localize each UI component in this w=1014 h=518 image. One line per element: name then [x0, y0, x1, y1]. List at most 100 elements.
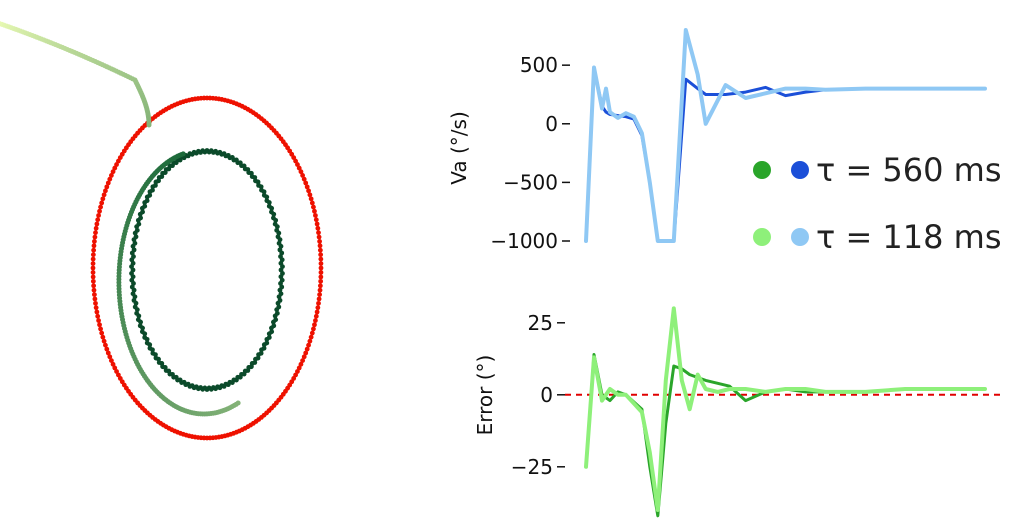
red-ellipse-point [317, 283, 323, 289]
red-ellipse-point [318, 252, 324, 258]
red-ellipse-point [317, 243, 323, 249]
red-ellipse-point [93, 225, 99, 231]
inner-ellipse-point [131, 247, 137, 253]
red-ellipse-point [318, 274, 324, 280]
trajectory-point [146, 122, 152, 128]
red-ellipse-point [104, 346, 110, 352]
inner-ellipse-point [150, 187, 155, 193]
inner-ellipse-point [137, 323, 143, 329]
red-ellipse-point [90, 278, 96, 284]
red-ellipse-point [316, 234, 322, 240]
inner-ellipse-point [280, 264, 285, 269]
inner-ellipse-point [274, 224, 280, 230]
red-ellipse-point [318, 261, 324, 266]
red-ellipse-point [110, 169, 116, 175]
red-ellipse-point [315, 305, 321, 311]
inner-ellipse-point [131, 297, 137, 303]
red-ellipse-point [96, 318, 101, 323]
inner-ellipse-point [144, 198, 150, 204]
inner-ellipse-point [147, 345, 153, 351]
inner-ellipse-point [261, 342, 267, 348]
red-ellipse-point [97, 208, 102, 214]
red-ellipse-point [303, 350, 309, 356]
red-ellipse-point [311, 326, 316, 332]
legend-dot-560-blue [791, 161, 809, 179]
error-panel: Error (°) 25 0 −25 [473, 306, 1000, 518]
red-ellipse-point [298, 361, 304, 367]
red-ellipse-point [110, 361, 116, 367]
red-ellipse-point [92, 296, 98, 302]
inner-ellipse-point [150, 350, 156, 356]
ytick-label: −1000 [490, 229, 558, 253]
inner-ellipse-point [136, 221, 142, 227]
red-ellipse-point [105, 350, 111, 356]
inner-ellipse-point [271, 319, 276, 325]
ytick-label: −25 [511, 455, 553, 479]
inner-ellipse-point [276, 294, 282, 300]
red-ellipse-point [309, 200, 315, 206]
red-ellipse-point [97, 322, 102, 328]
error-yticks: 25 0 −25 [511, 311, 565, 479]
red-ellipse-point [96, 213, 101, 218]
red-ellipse-point [95, 217, 101, 223]
red-ellipse-point [91, 243, 97, 249]
red-ellipse-point [318, 265, 324, 271]
red-ellipse-point [101, 192, 107, 198]
error-ylabel: Error (°) [473, 355, 497, 436]
velocity-yticks: 500 0 −500 −1000 [490, 53, 570, 253]
series-line [584, 28, 987, 243]
legend: τ = 560 ms τ = 118 ms [753, 151, 1002, 256]
red-ellipse-point [318, 278, 324, 284]
ytick-label: 500 [520, 53, 558, 77]
red-ellipse-point [108, 173, 114, 178]
inner-ellipse-point [258, 184, 264, 190]
red-ellipse-point [315, 225, 321, 231]
inner-ellipse-point [278, 243, 284, 249]
red-ellipse-point [112, 165, 118, 171]
red-ellipse-point [108, 358, 114, 363]
red-ellipse-point [296, 365, 302, 371]
inner-ellipse-point [259, 347, 264, 353]
red-ellipse-point [91, 247, 97, 253]
red-ellipse-point [91, 287, 97, 293]
ytick-label: −500 [503, 170, 558, 194]
red-ellipse-point [301, 176, 307, 182]
red-ellipse-point [307, 192, 313, 198]
red-ellipse-point [98, 204, 103, 210]
velocity-panel: Va (°/s) 500 0 −500 −1000 [447, 28, 987, 253]
red-ellipse-point [306, 342, 311, 348]
red-ellipse-point [298, 169, 304, 175]
red-ellipse-point [90, 274, 96, 280]
velocity-ylabel: Va (°/s) [447, 111, 471, 185]
legend-dot-118-green [753, 228, 771, 246]
red-ellipse-point [90, 252, 96, 258]
inner-ellipse-point [132, 304, 138, 310]
red-ellipse-point [313, 217, 319, 223]
red-ellipse-point [316, 300, 321, 306]
red-ellipse-point [93, 230, 98, 236]
inner-ellipse-point [130, 291, 136, 297]
red-ellipse-point [316, 230, 321, 236]
inner-ellipse-point [144, 340, 150, 346]
red-ellipse-point [303, 180, 309, 186]
red-ellipse-point [90, 261, 96, 266]
red-ellipse-point [317, 292, 322, 297]
red-ellipse-point [90, 265, 96, 271]
inner-ellipse-point [142, 335, 148, 340]
legend-label-560: τ = 560 ms [816, 151, 1002, 189]
red-ellipse-point [304, 184, 310, 190]
red-ellipse-point [99, 200, 105, 206]
inner-ellipse-point [277, 287, 283, 293]
red-ellipse-point [301, 354, 307, 360]
red-ellipse-point [314, 309, 320, 315]
red-ellipse-point [296, 165, 302, 171]
red-ellipse-point [90, 270, 96, 275]
inner-ellipse-point [134, 310, 140, 316]
red-ellipse-point [306, 188, 311, 194]
velocity-lines [584, 28, 987, 243]
red-ellipse-point [316, 296, 322, 302]
red-ellipse-point [107, 354, 113, 360]
red-ellipse-point [100, 334, 106, 340]
inner-ellipse-point [266, 200, 272, 205]
legend-label-118: τ = 118 ms [816, 218, 1002, 256]
